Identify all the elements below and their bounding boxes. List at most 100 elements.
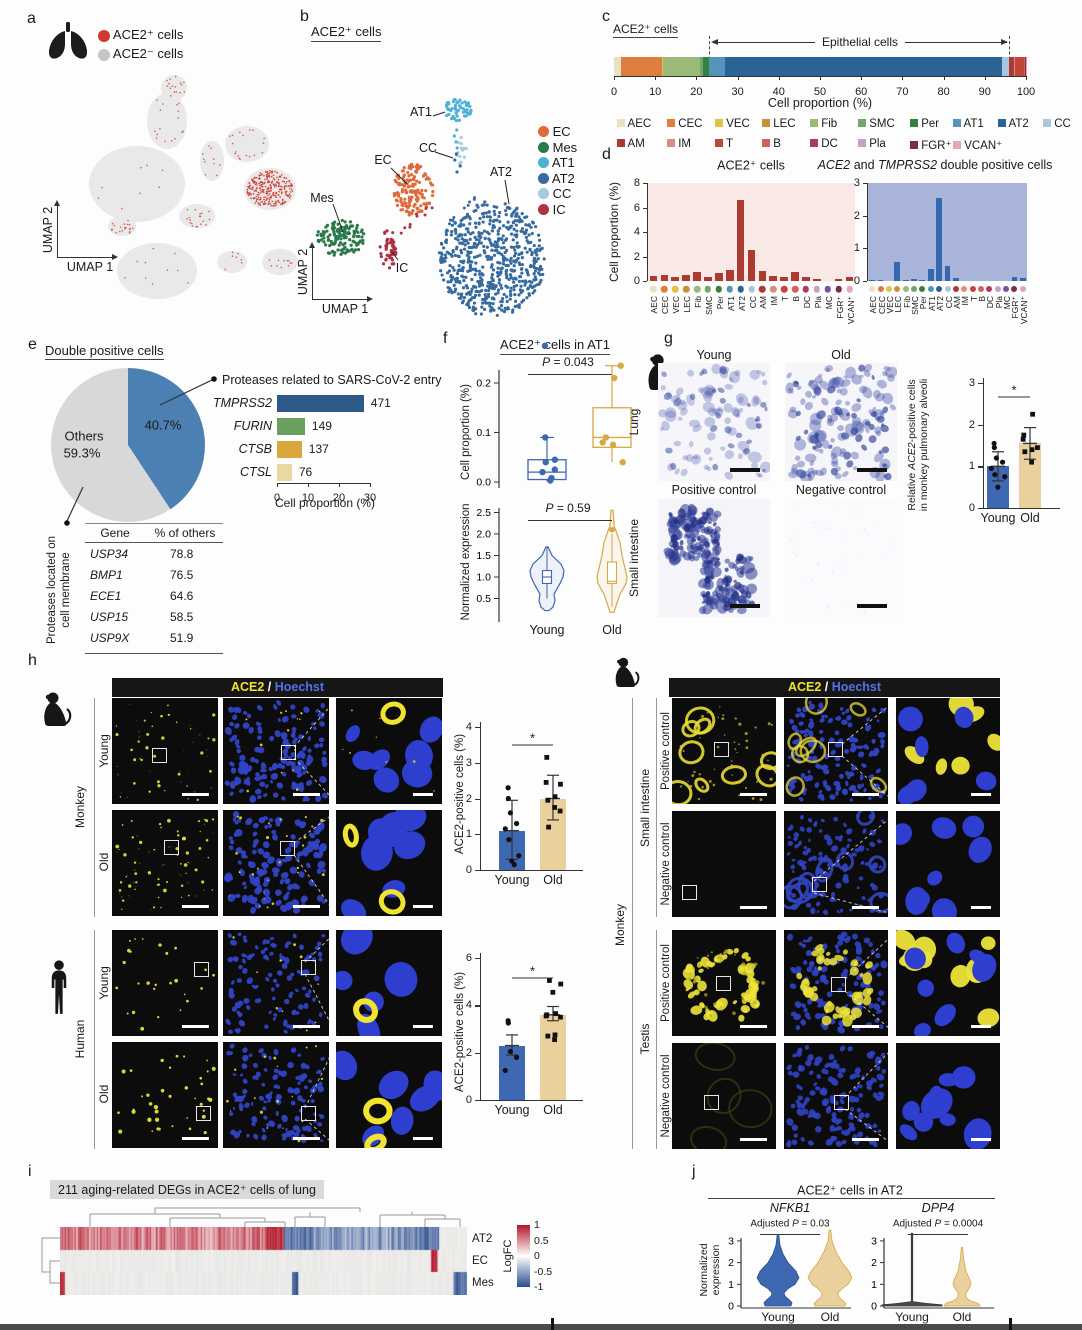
panel-b-title: ACE2⁺ cells [311,24,382,42]
if-si-neg-ace2 [672,811,776,917]
cluster-legend: EC Mes AT1 AT2 CC IC [538,124,577,217]
if-si-pos-zoom [896,698,1000,804]
bar-CC [747,249,756,281]
chart-title: ACE2 and TMPRSS2 double positive cells [818,158,1053,172]
table-pct-USP34: 78.8 [170,547,194,561]
legend-VCAN⁺: VCAN⁺ [953,138,1002,152]
ytick: 2 [853,209,860,222]
x-axis-arrow [57,257,115,258]
ytick: 0 [465,864,472,876]
violin-ylabel: Normalized expression [460,503,472,621]
if-si-neg-zoom [896,811,1000,917]
dot-VEC [885,286,892,292]
dot-CEC [661,285,668,293]
legend-T: T [715,138,733,150]
umap1-label: UMAP 1 [321,302,369,316]
bar-B [791,272,799,281]
panel-label-g: g [664,330,673,347]
legend-DC: DC [810,138,838,150]
ytickmark [863,183,867,184]
panel-label-i: i [28,1163,32,1180]
xlabel-LEC: LEC [682,296,693,313]
legend-SMC: SMC [858,118,895,130]
bar-AT2 [936,197,943,281]
umap-legend: ACE2⁺ cells ACE2⁻ cells [98,27,183,62]
tick-50: 50 [813,86,827,98]
species-monkey: Monkey [73,785,87,829]
ytickmark [475,1100,480,1102]
stacked-bar [614,57,1026,76]
monkey-icon [44,692,72,726]
dot-AT2 [737,285,744,293]
gene-CTSL: CTSL [240,465,272,479]
if-human-young-ace2 [112,930,218,1036]
col-young: Young [696,348,732,362]
ytickmark [475,834,480,836]
legend-Per: Per [910,118,939,130]
dpp4-old: Old [952,1310,972,1324]
ytick: 1 [465,828,472,841]
ytick: 0 [853,275,860,287]
table-pct-USP15: 58.5 [170,610,194,624]
legend-AT2: AT2 [998,118,1029,130]
bar-Fib [693,271,701,281]
tissue-testis: Testis [638,1023,652,1055]
table-gene-USP34: USP34 [90,547,129,561]
ytickmark [643,232,647,233]
svg-text:0: 0 [728,1301,734,1313]
umap1-label: UMAP 1 [66,260,114,274]
legend-CC: CC [1043,118,1071,130]
dpp4-young: Young [895,1310,929,1324]
arrowhead-right [112,254,118,260]
xlabel-MC: MC [823,296,834,310]
panel-j-title: ACE2⁺ cells in AT2 [797,1183,903,1198]
proteases-callout: Proteases related to SARS-CoV-2 entry [222,373,442,387]
table-side-label-1: Proteases located on [46,535,58,645]
panel-j: ACE2⁺ cells in AT2 NFKB1 DPP4 Adjusted P… [690,1160,1082,1330]
table-pct-USP9X: 51.9 [170,631,194,645]
segment-Fib [663,57,700,76]
legend-ace2-neg: ACE2⁻ cells [112,46,184,61]
dot-AEC [869,286,876,292]
si-line [656,698,657,917]
ytickmark [643,281,647,282]
y-axis [867,183,869,281]
dot-IM [961,286,968,292]
monkey-group-line [94,698,95,917]
ytick: 6 [633,201,640,214]
bar-AT1 [927,268,934,281]
tick-40: 40 [772,86,785,98]
bar-DC [802,276,810,281]
pie-others-label: Others [64,428,104,444]
row-young: Young [97,734,111,768]
if-testis-pos-ace2 [672,930,776,1036]
bar-CEC [877,280,884,281]
rest: double positive cells [937,158,1053,172]
svg-text:3: 3 [728,1235,734,1247]
tick-0: 0 [273,492,281,504]
table-gene-ECE1: ECE1 [90,589,122,603]
table-top-rule [85,523,223,524]
segment-VEC [661,57,663,76]
dot-CC [944,286,951,292]
panel-d-left: ACE2⁺ cells Cell proportion (%) 0 2 4 6 8 AEC… [600,155,868,333]
segment-AT1 [708,57,726,76]
bar-VCAN⁺ [845,277,854,281]
pie-others-pct: 59.3% [63,445,101,461]
tick-70: 70 [896,86,909,98]
row-mes: Mes [472,1277,494,1289]
dot-IM [770,285,777,293]
testis-line [656,930,657,1149]
ytickmark [978,424,983,426]
species-monkey-right: Monkey [613,903,627,947]
arrowhead-right [367,296,373,302]
if-testis-pos-zoom [896,930,1000,1036]
y-axis [480,953,482,1100]
if-monkey-young-zoom [336,698,442,804]
legend-ace2-pos: ACE2⁺ cells [112,27,184,42]
sig-star: * [529,963,536,979]
cluster-label-Mes: Mes [310,191,334,205]
dot-Pla [813,285,821,293]
svg-text:1.0: 1.0 [476,572,491,584]
